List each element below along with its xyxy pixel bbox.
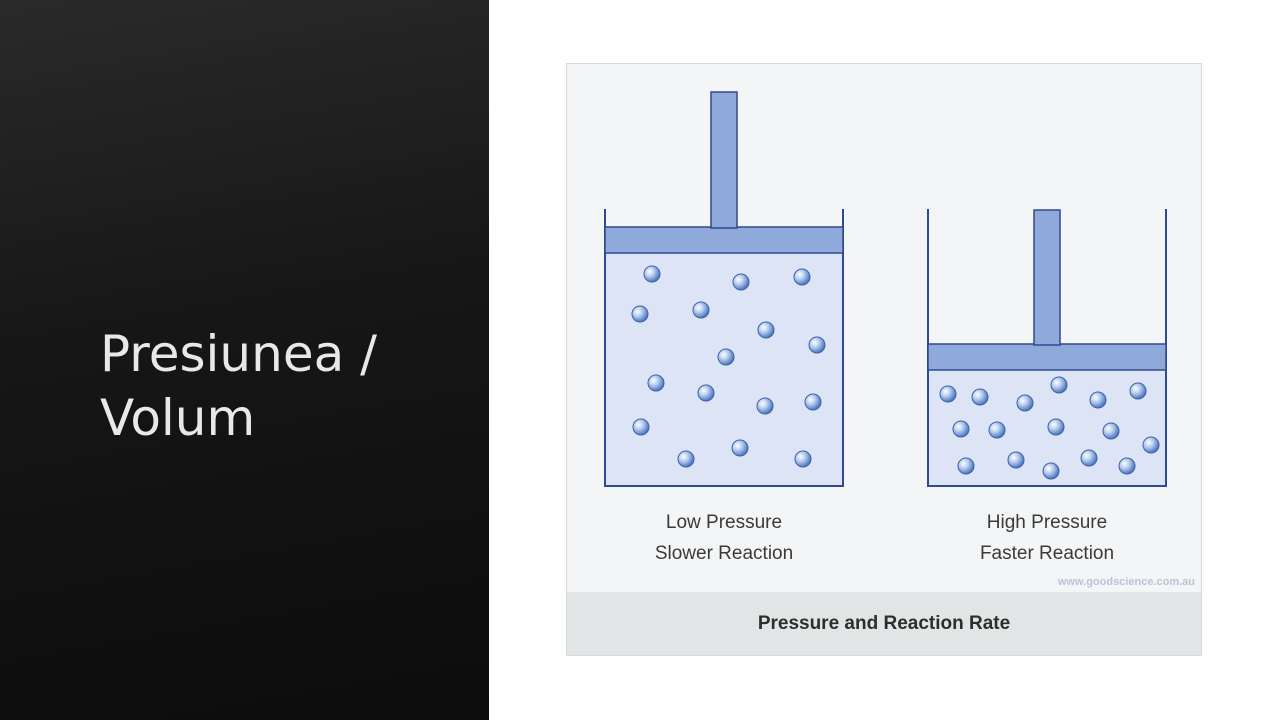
piston-plate-low <box>604 226 844 254</box>
gas-molecule <box>939 385 957 403</box>
gas-molecule <box>1118 457 1136 475</box>
gas-molecule <box>808 336 826 354</box>
pressure-reaction-figure: Low Pressure Slower Reaction High Pressu… <box>566 63 1202 656</box>
gas-molecule <box>988 421 1006 439</box>
low-pressure-label-line2: Slower Reaction <box>654 543 794 564</box>
figure-caption-text: Pressure and Reaction Rate <box>757 612 1011 634</box>
slide-title-line1: Presiunea / <box>100 325 377 383</box>
gas-molecule <box>1016 394 1034 412</box>
gas-molecule <box>717 348 735 366</box>
piston-plate-high <box>927 343 1167 371</box>
piston-rod-high <box>1033 209 1061 346</box>
piston-diagram <box>604 91 1167 487</box>
gas-molecule <box>757 321 775 339</box>
gas-molecule <box>732 273 750 291</box>
source-watermark: www.goodscience.com.au <box>1057 576 1195 588</box>
gas-molecule <box>632 418 650 436</box>
gas-molecule <box>731 439 749 457</box>
piston-rod-low <box>710 91 738 229</box>
gas-molecule <box>1129 382 1147 400</box>
gas-molecule <box>692 301 710 319</box>
gas-molecule <box>631 305 649 323</box>
gas-molecule <box>1050 376 1068 394</box>
gas-molecule <box>794 450 812 468</box>
gas-molecule <box>1047 418 1065 436</box>
gas-molecule <box>1142 436 1160 454</box>
high-pressure-container <box>927 209 1167 487</box>
molecules-low <box>631 265 826 468</box>
gas-molecule <box>1042 462 1060 480</box>
gas-molecule <box>677 450 695 468</box>
gas-molecule <box>1080 449 1098 467</box>
gas-molecule <box>1089 391 1107 409</box>
low-pressure-label-line1: Low Pressure <box>665 512 783 533</box>
gas-molecule <box>1007 451 1025 469</box>
low-pressure-container <box>604 91 844 487</box>
gas-molecule <box>697 384 715 402</box>
gas-molecule <box>793 268 811 286</box>
gas-molecule <box>647 374 665 392</box>
cylinder-wall-low <box>604 209 844 487</box>
slide-title: Presiunea / Volum <box>100 322 460 450</box>
high-pressure-label: High Pressure Faster Reaction <box>927 507 1167 569</box>
high-pressure-label-line2: Faster Reaction <box>979 543 1115 564</box>
gas-region-low <box>605 253 843 486</box>
gas-molecule <box>971 388 989 406</box>
figure-caption: Pressure and Reaction Rate <box>567 592 1201 655</box>
gas-molecule <box>643 265 661 283</box>
gas-molecule <box>756 397 774 415</box>
slide-title-line2: Volum <box>100 389 256 447</box>
gas-molecule <box>1102 422 1120 440</box>
gas-molecule <box>804 393 822 411</box>
high-pressure-label-line1: High Pressure <box>986 512 1108 533</box>
gas-molecule <box>952 420 970 438</box>
low-pressure-label: Low Pressure Slower Reaction <box>604 507 844 569</box>
title-panel: Presiunea / Volum <box>0 0 489 720</box>
molecules-high <box>939 376 1160 480</box>
gas-molecule <box>957 457 975 475</box>
